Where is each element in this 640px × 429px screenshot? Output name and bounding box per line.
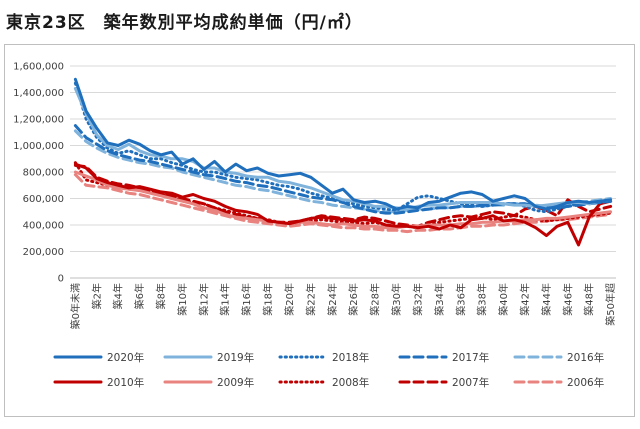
legend-label: 2007年 xyxy=(452,376,489,389)
x-tick-label: 築28年 xyxy=(369,283,382,316)
chart-frame xyxy=(4,44,635,417)
y-tick-label: 1,000,000 xyxy=(13,141,64,152)
x-tick-label: 築8年 xyxy=(155,283,168,309)
x-tick-label: 築18年 xyxy=(262,283,275,316)
x-tick-label: 築32年 xyxy=(411,283,424,316)
x-tick-label: 築16年 xyxy=(240,283,253,316)
y-tick-label: 600,000 xyxy=(23,194,64,205)
series-line-2010年 xyxy=(73,162,613,247)
legend-label: 2006年 xyxy=(567,376,604,389)
x-tick-label: 築46年 xyxy=(561,283,574,316)
x-tick-label: 築38年 xyxy=(476,283,489,316)
x-tick-label: 築24年 xyxy=(326,283,339,316)
legend-label: 2008年 xyxy=(332,376,369,389)
x-tick-label: 築30年 xyxy=(390,283,403,316)
legend-label: 2010年 xyxy=(107,376,144,389)
x-tick-label: 築44年 xyxy=(540,283,553,316)
x-tick-label: 築6年 xyxy=(133,283,146,309)
x-tick-label: 築40年 xyxy=(497,283,510,316)
y-tick-label: 400,000 xyxy=(23,221,64,232)
y-tick-label: 1,200,000 xyxy=(13,115,64,126)
x-tick-label: 築22年 xyxy=(304,283,317,316)
series-line-2019年 xyxy=(73,87,613,211)
x-tick-label: 築34年 xyxy=(433,283,446,316)
x-tick-label: 築20年 xyxy=(283,283,296,316)
legend-label: 2016年 xyxy=(567,351,604,364)
y-tick-label: 800,000 xyxy=(23,168,64,179)
chart-title: 東京23区 築年数別平均成約単価（円/㎡） xyxy=(6,13,363,33)
x-tick-label: 築12年 xyxy=(197,283,210,316)
x-tick-label: 築48年 xyxy=(583,283,596,316)
x-tick-label: 築10年 xyxy=(176,283,189,316)
x-tick-label: 築4年 xyxy=(112,283,125,309)
x-tick-label: 築2年 xyxy=(90,283,103,309)
x-tick-label: 築50年超 xyxy=(604,283,617,326)
x-tick-label: 築26年 xyxy=(347,283,360,316)
legend-label: 2019年 xyxy=(217,351,254,364)
legend-label: 2020年 xyxy=(107,351,144,364)
x-tick-label: 築36年 xyxy=(454,283,467,316)
series-line-2020年 xyxy=(73,77,613,211)
x-tick-label: 築0年未満 xyxy=(69,283,82,329)
y-tick-label: 200,000 xyxy=(23,247,64,258)
legend-label: 2018年 xyxy=(332,351,369,364)
y-tick-label: 0 xyxy=(58,274,64,285)
y-tick-label: 1,600,000 xyxy=(13,62,64,73)
x-tick-label: 築14年 xyxy=(219,283,232,316)
legend-label: 2017年 xyxy=(452,351,489,364)
y-tick-label: 1,400,000 xyxy=(13,88,64,99)
legend-label: 2009年 xyxy=(217,376,254,389)
x-tick-label: 築42年 xyxy=(519,283,532,316)
